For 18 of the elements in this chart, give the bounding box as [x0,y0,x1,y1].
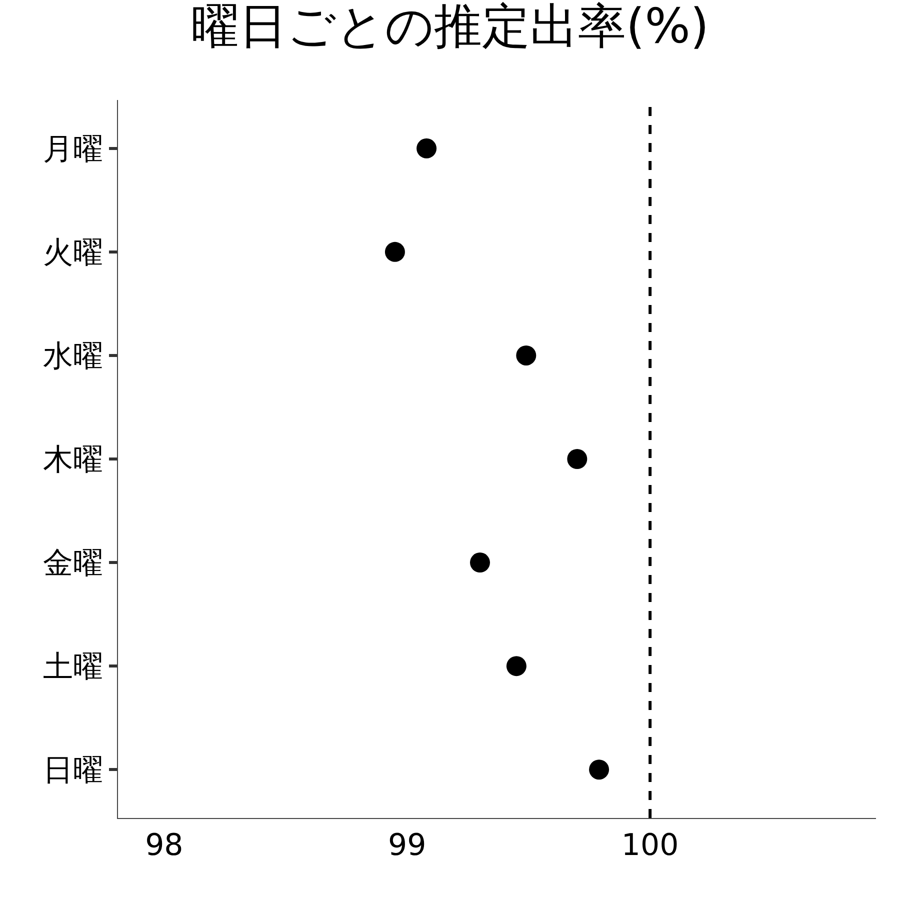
y-tick-label: 日曜 [43,753,103,788]
point [567,449,588,469]
y-tick-label: 水曜 [43,338,103,374]
chart-title: 曜日ごとの推定出率(%) [190,0,710,55]
y-tick-label: 金曜 [43,546,103,582]
point [384,242,405,262]
point [416,138,437,158]
point [506,656,526,676]
x-tick-label: 100 [621,828,679,863]
x-tick-label: 98 [145,828,184,863]
point [470,552,490,573]
x-tick-label: 99 [388,828,426,863]
y-tick-label: 土曜 [43,650,103,685]
y-tick-label: 火曜 [43,235,103,270]
point [589,760,610,780]
y-tick-label: 木曜 [43,442,103,478]
y-tick-label: 月曜 [43,132,103,167]
point [516,345,536,366]
